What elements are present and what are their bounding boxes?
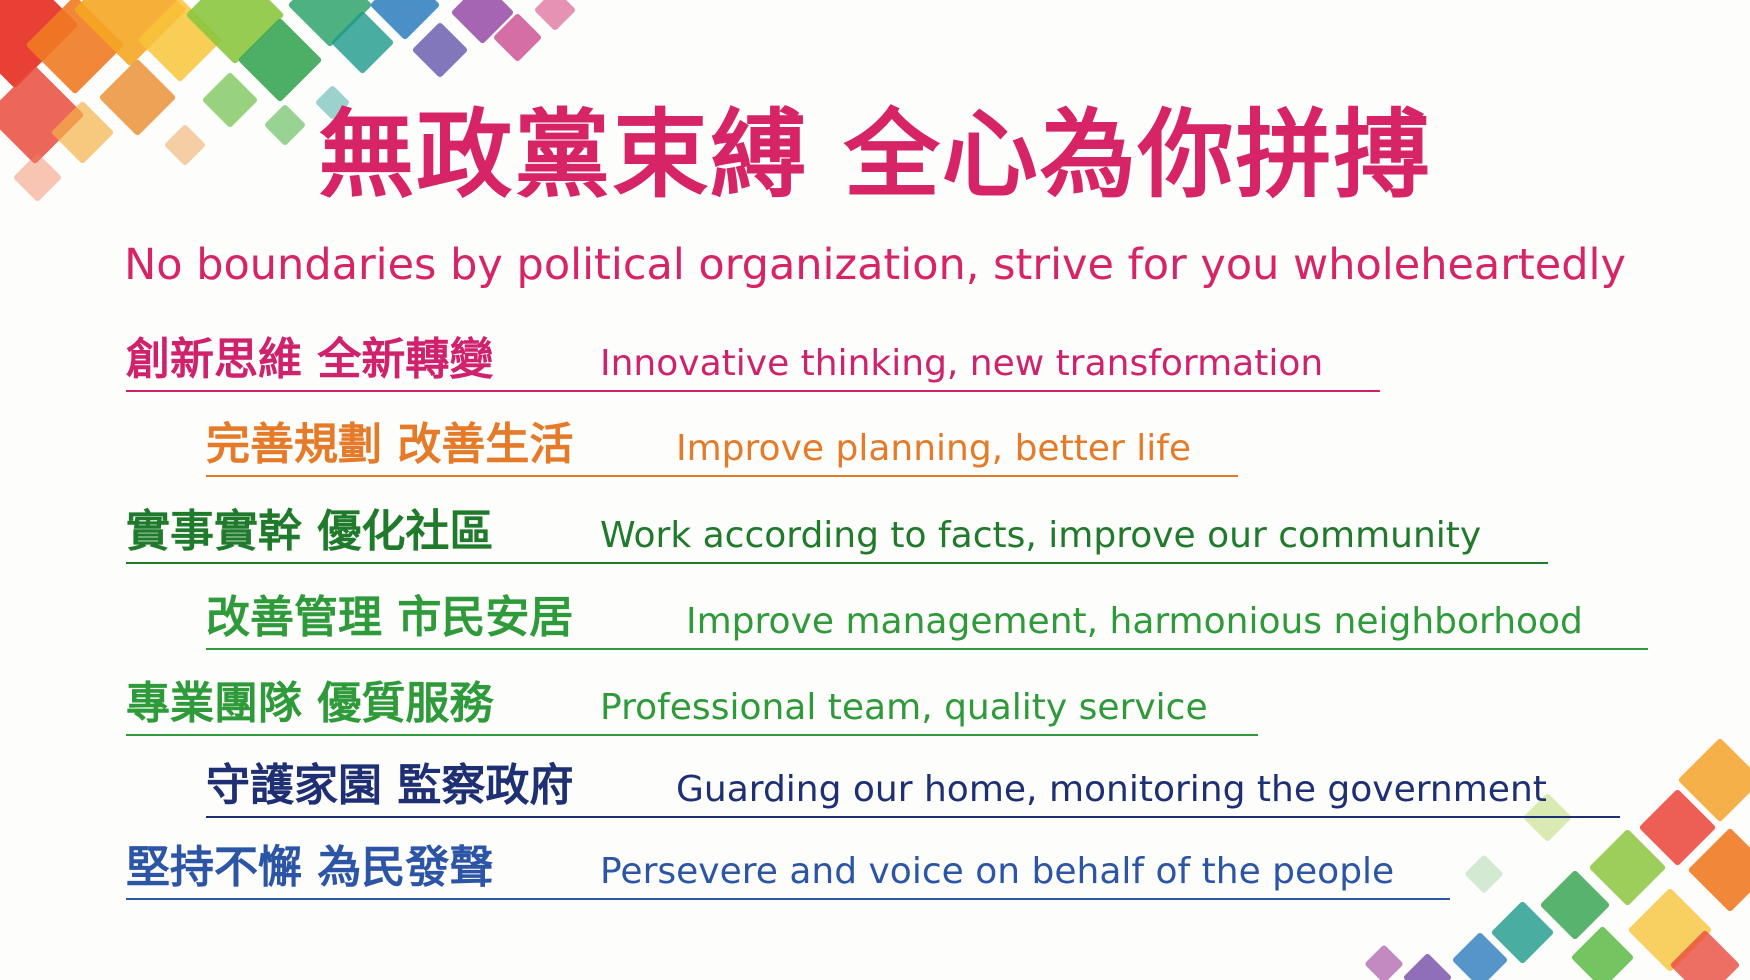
- slogan-line-7: 堅持不懈 為民發聲 Persevere and voice on behalf …: [126, 838, 1450, 900]
- mosaic-tile: [1402, 952, 1453, 980]
- mosaic-tile: [1364, 944, 1404, 980]
- slogan-english: Improve management, harmonious neighborh…: [686, 601, 1583, 642]
- main-subtitle: No boundaries by political organization,…: [124, 240, 1626, 290]
- slogan-english: Improve planning, better life: [676, 428, 1192, 469]
- mosaic-tile: [411, 21, 469, 79]
- main-title: 無政黨束縛 全心為你拼搏: [318, 98, 1432, 211]
- slogan-line-6: 守護家園 監察政府 Guarding our home, monitoring …: [206, 756, 1620, 818]
- slogan-chinese: 堅持不懈 為民發聲: [126, 842, 494, 893]
- slogan-english: Professional team, quality service: [600, 687, 1208, 728]
- slogan-english: Innovative thinking, new transformation: [600, 343, 1324, 384]
- slogan-line-3: 實事實幹 優化社區 Work according to facts, impro…: [126, 502, 1548, 564]
- slogan-line-1: 創新思維 全新轉變 Innovative thinking, new trans…: [126, 330, 1380, 392]
- slogan-chinese: 守護家園 監察政府: [206, 760, 574, 811]
- slogan-chinese: 改善管理 市民安居: [206, 592, 574, 643]
- slogan-line-4: 改善管理 市民安居 Improve management, harmonious…: [206, 588, 1648, 650]
- slogan-line-5: 專業團隊 優質服務 Professional team, quality ser…: [126, 674, 1258, 736]
- slogan-chinese: 創新思維 全新轉變: [126, 334, 494, 385]
- slogan-english: Work according to facts, improve our com…: [600, 515, 1482, 556]
- slogan-chinese: 完善規劃 改善生活: [206, 419, 574, 470]
- slogan-chinese: 專業團隊 優質服務: [126, 678, 494, 729]
- slogan-english: Persevere and voice on behalf of the peo…: [600, 851, 1395, 892]
- slogan-line-2: 完善規劃 改善生活 Improve planning, better life: [206, 415, 1238, 477]
- slogan-chinese: 實事實幹 優化社區: [126, 506, 494, 557]
- mosaic-tile: [1464, 854, 1504, 894]
- slogan-english: Guarding our home, monitoring the govern…: [676, 769, 1547, 810]
- mosaic-tile: [533, 0, 577, 32]
